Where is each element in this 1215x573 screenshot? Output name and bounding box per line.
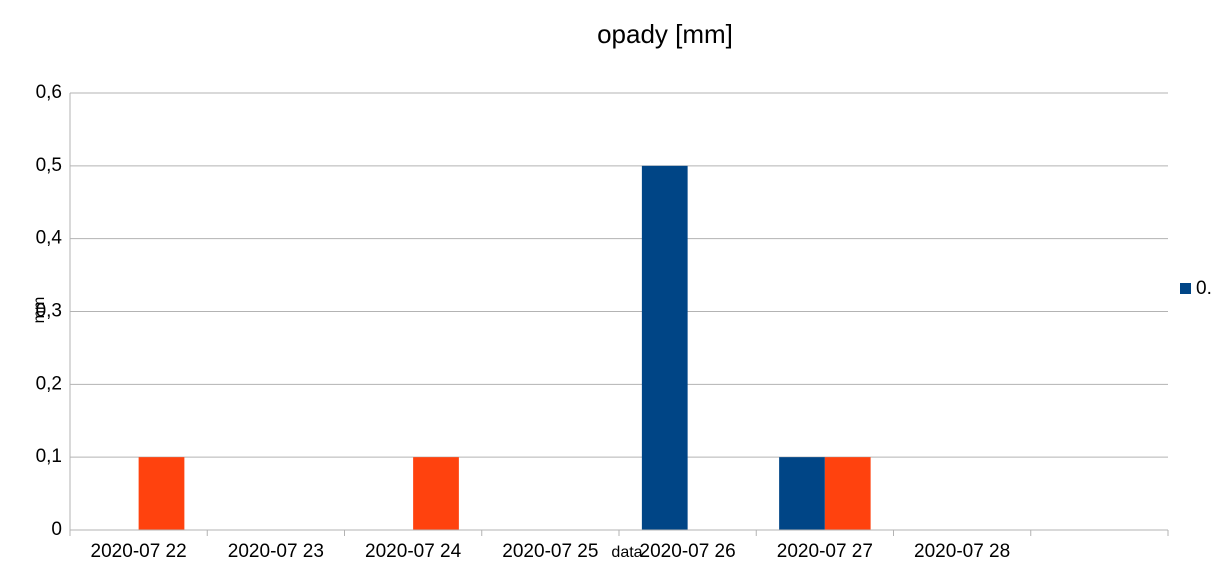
y-tick-label: 0,4 xyxy=(36,228,63,249)
y-axis-title: mm xyxy=(31,297,48,324)
y-tick-label: 0,3 xyxy=(36,301,62,322)
x-tick-label: 2020-07 26 xyxy=(640,541,736,562)
x-tick-label: 2020-07 27 xyxy=(777,541,873,562)
bar xyxy=(641,165,688,531)
bar xyxy=(413,457,459,530)
x-tick-label: 2020-07 24 xyxy=(365,541,462,562)
x-tick-label: 2020-07 28 xyxy=(914,541,1010,562)
bar xyxy=(138,457,185,530)
legend-swatch xyxy=(1180,283,1191,294)
y-tick-label: 0 xyxy=(51,519,62,540)
bar xyxy=(824,457,871,530)
bar xyxy=(779,457,825,530)
chart-title: opady [mm] xyxy=(597,19,733,49)
y-tick-label: 0,1 xyxy=(36,446,62,467)
x-tick-label: 2020-07 25 xyxy=(502,541,598,562)
y-tick-label: 0,2 xyxy=(36,373,62,394)
legend-label: 0. xyxy=(1196,278,1212,299)
y-tick-label: 0,6 xyxy=(36,82,62,103)
x-axis-title: data xyxy=(611,544,642,561)
x-tick-label: 2020-07 23 xyxy=(228,541,324,562)
x-tick-label: 2020-07 22 xyxy=(91,541,187,562)
y-tick-label: 0,5 xyxy=(36,155,62,176)
